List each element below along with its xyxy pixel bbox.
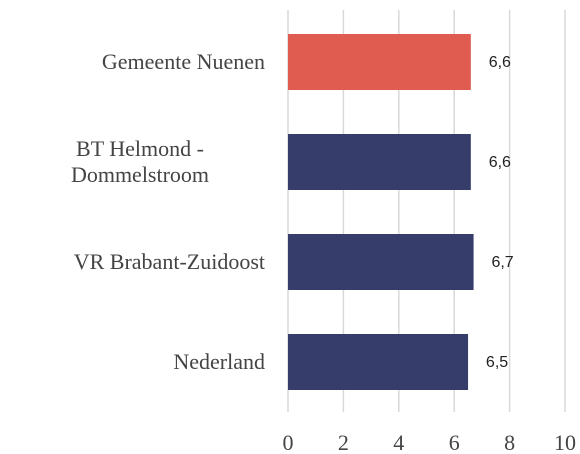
value-label: 6,5 — [486, 354, 508, 371]
bar — [288, 334, 469, 390]
bar — [288, 234, 474, 290]
x-tick-label: 4 — [393, 430, 404, 454]
x-tick-label: 8 — [504, 430, 515, 454]
category-label: VR Brabant-Zuidoost — [73, 249, 265, 274]
x-tick-label: 2 — [338, 430, 349, 454]
bar — [288, 134, 471, 190]
category-label: BT Helmond - Dommelstroom — [70, 136, 210, 187]
x-tick-label: 10 — [554, 430, 576, 454]
value-label: 6,6 — [489, 154, 511, 171]
category-label: Gemeente Nuenen — [101, 49, 265, 74]
x-tick-label: 0 — [283, 430, 294, 454]
x-tick-label: 6 — [449, 430, 460, 454]
bar — [288, 34, 471, 90]
value-label: 6,7 — [491, 254, 513, 271]
category-label: Nederland — [173, 349, 265, 374]
value-label: 6,6 — [489, 54, 511, 71]
